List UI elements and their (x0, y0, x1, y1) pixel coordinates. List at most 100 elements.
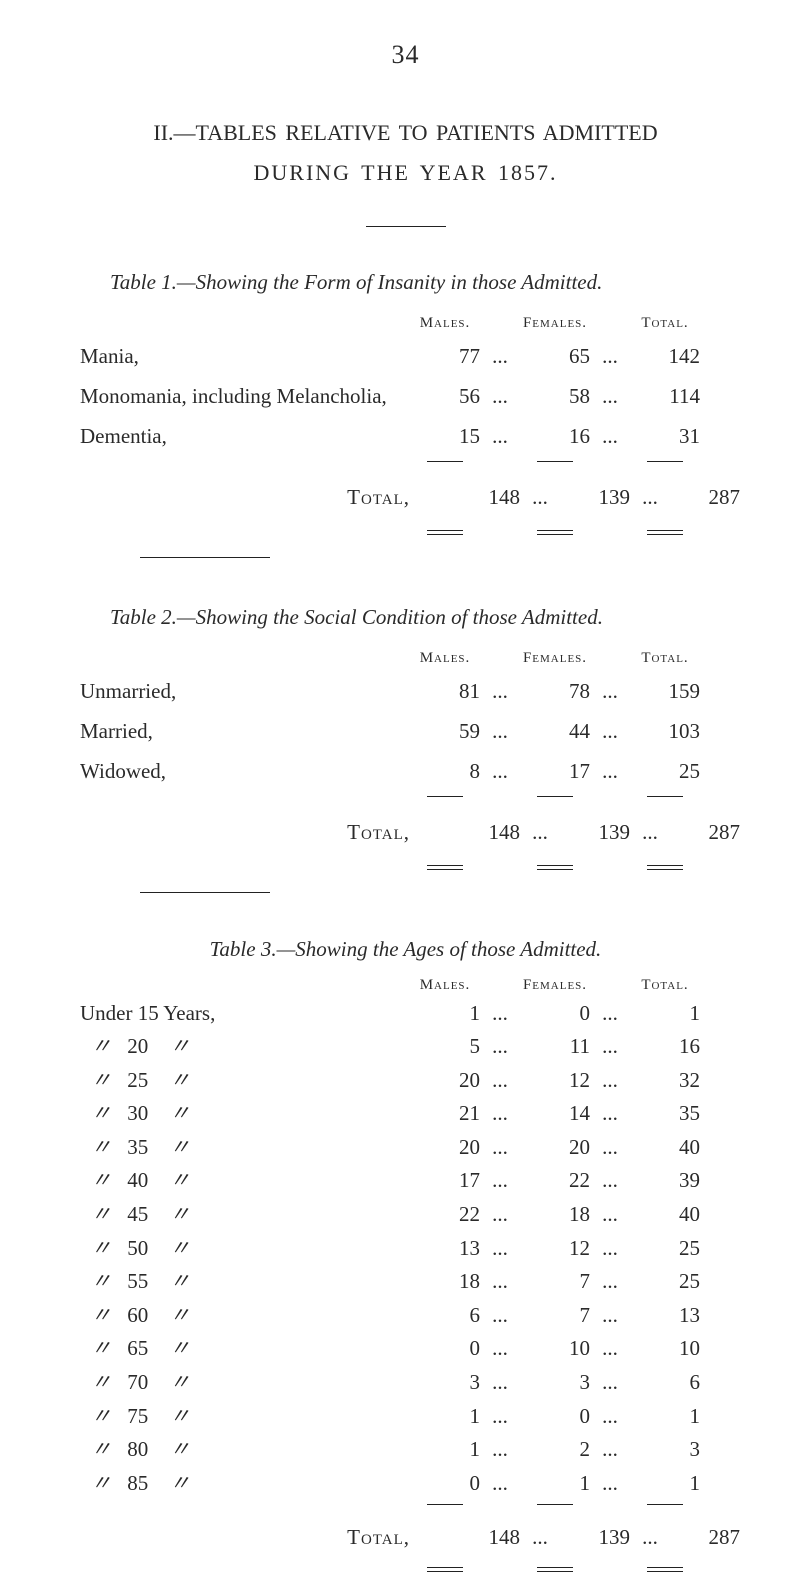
cell-total: 16 (630, 1030, 700, 1064)
row-label: Under 15 Years, (80, 997, 410, 1031)
cell-males: 59 (410, 712, 480, 752)
row-label: 〃 50 〃 (80, 1232, 410, 1266)
cell-males: 18 (410, 1265, 480, 1299)
ellipsis: ... (480, 1097, 520, 1131)
cell-females: 3 (520, 1366, 590, 1400)
row-label: Unmarried, (80, 672, 410, 712)
col-males: Males. (410, 309, 480, 338)
cell-males: 8 (410, 752, 480, 792)
table-row: 〃 40 〃17...22...39 (80, 1164, 731, 1198)
row-label: 〃 20 〃 (80, 1030, 410, 1064)
ellipsis: ... (480, 1232, 520, 1266)
col-total: Total. (630, 973, 700, 997)
ellipsis: ... (590, 1433, 630, 1467)
table-1-title: Table 1.—Showing the Form of Insanity in… (80, 263, 731, 303)
ellipsis: ... (630, 478, 670, 518)
ellipsis: ... (480, 712, 520, 752)
table-2-title-pre: Table (110, 605, 161, 629)
table-2-colheads: Males. Females. Total. (80, 644, 731, 673)
cell-total: 25 (630, 1232, 700, 1266)
ellipsis: ... (590, 417, 630, 457)
cell-males: 56 (410, 377, 480, 417)
ellipsis: ... (590, 1131, 630, 1165)
ellipsis: ... (480, 1198, 520, 1232)
ellipsis: ... (590, 1232, 630, 1266)
t2-total-f: 139 (560, 813, 630, 853)
row-label: 〃 65 〃 (80, 1332, 410, 1366)
row-label: 〃 25 〃 (80, 1064, 410, 1098)
cell-females: 12 (520, 1064, 590, 1098)
table-1-title-pre: Table (110, 270, 161, 294)
cell-males: 21 (410, 1097, 480, 1131)
cell-females: 7 (520, 1265, 590, 1299)
ellipsis: ... (590, 1097, 630, 1131)
heading-rule (366, 226, 446, 227)
ellipsis: ... (480, 1366, 520, 1400)
ellipsis: ... (480, 1265, 520, 1299)
cell-males: 1 (410, 997, 480, 1031)
cell-females: 20 (520, 1131, 590, 1165)
cell-males: 17 (410, 1164, 480, 1198)
cell-males: 20 (410, 1131, 480, 1165)
ellipsis: ... (630, 813, 670, 853)
table-row: Married,59...44...103 (80, 712, 731, 752)
cell-total: 6 (630, 1366, 700, 1400)
cell-males: 3 (410, 1366, 480, 1400)
cell-females: 0 (520, 1400, 590, 1434)
cell-females: 17 (520, 752, 590, 792)
ellipsis: ... (480, 1299, 520, 1333)
ellipsis: ... (590, 1198, 630, 1232)
col-total: Total. (630, 309, 700, 338)
t2-total-t: 287 (670, 813, 740, 853)
cell-females: 11 (520, 1030, 590, 1064)
ellipsis: ... (480, 1164, 520, 1198)
row-label: 〃 35 〃 (80, 1131, 410, 1165)
total-label: Total, (347, 485, 410, 509)
table-row: 〃 60 〃6...7...13 (80, 1299, 731, 1333)
row-label: 〃 75 〃 (80, 1400, 410, 1434)
cell-females: 16 (520, 417, 590, 457)
table-3-title: Table 3.—Showing the Ages of those Admit… (80, 933, 731, 967)
ellipsis: ... (520, 478, 560, 518)
total-label: Total, (347, 1525, 410, 1549)
cell-females: 12 (520, 1232, 590, 1266)
ellipsis: ... (590, 1164, 630, 1198)
ellipsis: ... (590, 1030, 630, 1064)
row-label: Mania, (80, 337, 410, 377)
table-row: Under 15 Years,1...0...1 (80, 997, 731, 1031)
table-row: Widowed,8...17...25 (80, 752, 731, 792)
row-label: Dementia, (80, 417, 410, 457)
ellipsis: ... (480, 1467, 520, 1501)
table-1-end-rule (140, 557, 270, 558)
table-row: 〃 35 〃20...20...40 (80, 1131, 731, 1165)
cell-males: 15 (410, 417, 480, 457)
table-1-colheads: Males. Females. Total. (80, 309, 731, 338)
ellipsis: ... (480, 1332, 520, 1366)
table-3-title-num: 3. (261, 937, 277, 961)
cell-total: 25 (630, 1265, 700, 1299)
ellipsis: ... (590, 997, 630, 1031)
cell-total: 114 (630, 377, 700, 417)
ellipsis: ... (590, 1332, 630, 1366)
t1-total-m: 148 (450, 478, 520, 518)
table-row: Mania,77...65...142 (80, 337, 731, 377)
ellipsis: ... (590, 1467, 630, 1501)
ellipsis: ... (590, 672, 630, 712)
cell-females: 2 (520, 1433, 590, 1467)
row-label: Married, (80, 712, 410, 752)
cell-females: 44 (520, 712, 590, 752)
cell-females: 0 (520, 997, 590, 1031)
table-row: 〃 55 〃18...7...25 (80, 1265, 731, 1299)
col-females: Females. (520, 973, 590, 997)
section-heading: II.—TABLES RELATIVE TO PATIENTS ADMITTED (80, 120, 731, 146)
cell-males: 6 (410, 1299, 480, 1333)
ellipsis: ... (590, 1265, 630, 1299)
ellipsis: ... (480, 1400, 520, 1434)
cell-females: 1 (520, 1467, 590, 1501)
cell-males: 1 (410, 1400, 480, 1434)
cell-females: 22 (520, 1164, 590, 1198)
col-males: Males. (410, 644, 480, 673)
cell-total: 1 (630, 1400, 700, 1434)
col-females: Females. (520, 644, 590, 673)
row-label: 〃 40 〃 (80, 1164, 410, 1198)
